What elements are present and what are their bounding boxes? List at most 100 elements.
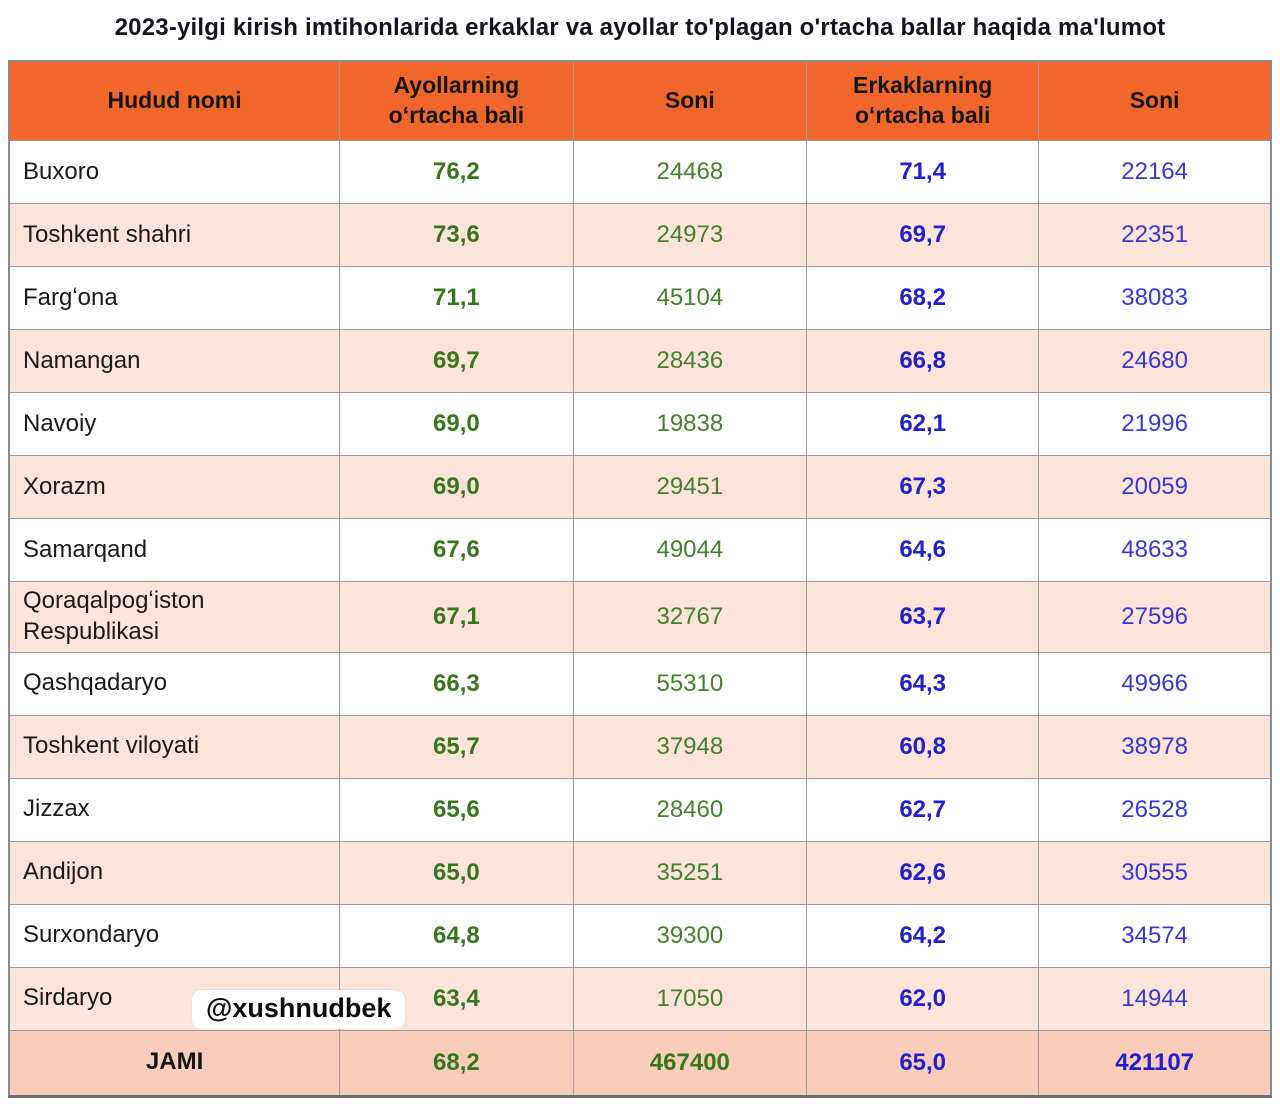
male-count-cell: 34574 xyxy=(1038,903,1272,968)
male-count-cell: 22351 xyxy=(1038,203,1272,268)
table-row: Samarqand 67,6 49044 64,6 48633 xyxy=(8,518,1272,583)
header-male-average: Erkaklarning oʻrtacha bali xyxy=(806,60,1040,142)
table-footer: JAMI 68,2 467400 65,0 421107 xyxy=(8,1029,1272,1097)
region-cell: Qashqadaryo xyxy=(8,651,341,716)
region-cell: Fargʻona xyxy=(8,266,341,331)
female-count-cell: 19838 xyxy=(572,392,808,457)
table-row: Toshkent shahri 73,6 24973 69,7 22351 xyxy=(8,203,1272,268)
region-cell: Jizzax xyxy=(8,777,341,842)
male-average-cell: 64,6 xyxy=(806,518,1040,583)
male-average-cell: 66,8 xyxy=(806,329,1040,394)
table-row: Andijon 65,0 35251 62,6 30555 xyxy=(8,840,1272,905)
male-average-cell: 69,7 xyxy=(806,203,1040,268)
header-region: Hudud nomi xyxy=(8,60,341,142)
male-count-cell: 26528 xyxy=(1038,777,1272,842)
male-average-cell: 62,7 xyxy=(806,777,1040,842)
table-header: Hudud nomi Ayollarning oʻrtacha bali Son… xyxy=(8,60,1272,142)
female-count-cell: 24973 xyxy=(572,203,808,268)
male-average-cell: 62,0 xyxy=(806,966,1040,1031)
female-average-cell: 65,6 xyxy=(339,777,574,842)
page-title: 2023-yilgi kirish imtihonlarida erkaklar… xyxy=(114,14,1166,41)
total-male-average: 65,0 xyxy=(806,1029,1040,1097)
total-female-count: 467400 xyxy=(572,1029,808,1097)
female-average-cell: 66,3 xyxy=(339,651,574,716)
table-row: Xorazm 69,0 29451 67,3 20059 xyxy=(8,455,1272,520)
total-label: JAMI xyxy=(8,1029,341,1097)
male-average-cell: 67,3 xyxy=(806,455,1040,520)
region-cell: Xorazm xyxy=(8,455,341,520)
female-count-cell: 45104 xyxy=(572,266,808,331)
table-row: Navoiy 69,0 19838 62,1 21996 xyxy=(8,392,1272,457)
male-count-cell: 24680 xyxy=(1038,329,1272,394)
region-cell: Namangan xyxy=(8,329,341,394)
header-female-count: Soni xyxy=(572,60,808,142)
table-row: Namangan 69,7 28436 66,8 24680 xyxy=(8,329,1272,394)
region-cell: Toshkent shahri xyxy=(8,203,341,268)
female-count-cell: 39300 xyxy=(572,903,808,968)
male-count-cell: 20059 xyxy=(1038,455,1272,520)
female-average-cell: 71,1 xyxy=(339,266,574,331)
female-count-cell: 29451 xyxy=(572,455,808,520)
table-row: Fargʻona 71,1 45104 68,2 38083 xyxy=(8,266,1272,331)
male-count-cell: 38978 xyxy=(1038,714,1272,779)
male-average-cell: 64,3 xyxy=(806,651,1040,716)
table-row: Surxondaryo 64,8 39300 64,2 34574 xyxy=(8,903,1272,968)
region-cell: Qoraqalpogʻiston Respublikasi xyxy=(8,581,341,653)
table-row: Toshkent viloyati 65,7 37948 60,8 38978 xyxy=(8,714,1272,779)
female-average-cell: 67,6 xyxy=(339,518,574,583)
region-cell: Toshkent viloyati xyxy=(8,714,341,779)
female-average-cell: 64,8 xyxy=(339,903,574,968)
female-count-cell: 24468 xyxy=(572,140,808,205)
table-row: Buxoro 76,2 24468 71,4 22164 xyxy=(8,140,1272,205)
total-row: JAMI 68,2 467400 65,0 421107 xyxy=(8,1029,1272,1097)
female-average-cell: 67,1 xyxy=(339,581,574,653)
male-count-cell: 48633 xyxy=(1038,518,1272,583)
female-average-cell: 69,0 xyxy=(339,455,574,520)
table-row: Qashqadaryo 66,3 55310 64,3 49966 xyxy=(8,651,1272,716)
female-average-cell: 65,0 xyxy=(339,840,574,905)
male-count-cell: 38083 xyxy=(1038,266,1272,331)
male-average-cell: 68,2 xyxy=(806,266,1040,331)
female-count-cell: 55310 xyxy=(572,651,808,716)
female-average-cell: 65,7 xyxy=(339,714,574,779)
female-count-cell: 37948 xyxy=(572,714,808,779)
female-count-cell: 32767 xyxy=(572,581,808,653)
male-count-cell: 30555 xyxy=(1038,840,1272,905)
male-count-cell: 27596 xyxy=(1038,581,1272,653)
header-female-average: Ayollarning oʻrtacha bali xyxy=(339,60,574,142)
male-count-cell: 49966 xyxy=(1038,651,1272,716)
male-count-cell: 21996 xyxy=(1038,392,1272,457)
region-cell: Samarqand xyxy=(8,518,341,583)
table-row: Qoraqalpogʻiston Respublikasi 67,1 32767 63… xyxy=(8,581,1272,653)
female-count-cell: 49044 xyxy=(572,518,808,583)
male-average-cell: 60,8 xyxy=(806,714,1040,779)
region-cell: Andijon xyxy=(8,840,341,905)
female-count-cell: 35251 xyxy=(572,840,808,905)
male-average-cell: 62,1 xyxy=(806,392,1040,457)
region-cell: Buxoro xyxy=(8,140,341,205)
female-average-cell: 73,6 xyxy=(339,203,574,268)
female-average-cell: 69,7 xyxy=(339,329,574,394)
region-cell: Navoiy xyxy=(8,392,341,457)
header-row: Hudud nomi Ayollarning oʻrtacha bali Son… xyxy=(8,60,1272,142)
male-average-cell: 64,2 xyxy=(806,903,1040,968)
female-average-cell: 76,2 xyxy=(339,140,574,205)
total-male-count: 421107 xyxy=(1038,1029,1272,1097)
scores-table: Hudud nomi Ayollarning oʻrtacha bali Son… xyxy=(8,59,1272,1098)
male-average-cell: 63,7 xyxy=(806,581,1040,653)
female-count-cell: 17050 xyxy=(572,966,808,1031)
female-average-cell: 69,0 xyxy=(339,392,574,457)
region-cell: Surxondaryo xyxy=(8,903,341,968)
male-count-cell: 14944 xyxy=(1038,966,1272,1031)
watermark-badge: @xushnudbek xyxy=(192,990,406,1029)
female-count-cell: 28460 xyxy=(572,777,808,842)
male-average-cell: 71,4 xyxy=(806,140,1040,205)
male-average-cell: 62,6 xyxy=(806,840,1040,905)
table-row: Jizzax 65,6 28460 62,7 26528 xyxy=(8,777,1272,842)
female-count-cell: 28436 xyxy=(572,329,808,394)
header-male-count: Soni xyxy=(1038,60,1272,142)
male-count-cell: 22164 xyxy=(1038,140,1272,205)
total-female-average: 68,2 xyxy=(339,1029,574,1097)
table-body: Buxoro 76,2 24468 71,4 22164 Toshkent shahri 7… xyxy=(8,140,1272,1031)
